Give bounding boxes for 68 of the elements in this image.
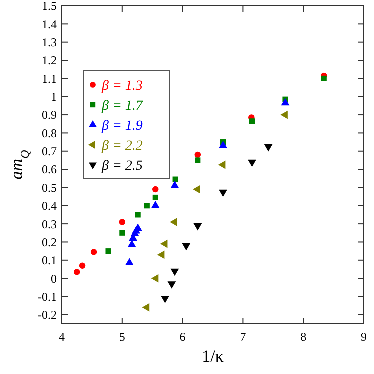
point — [219, 190, 228, 198]
x-tick-label: 5 — [119, 330, 126, 344]
point — [106, 248, 112, 254]
point — [142, 303, 150, 312]
point — [151, 201, 160, 208]
x-tick-label: 9 — [361, 330, 367, 344]
point — [170, 268, 180, 276]
point — [281, 98, 290, 106]
y-tick-label: 0.2 — [42, 235, 57, 250]
y-tick-label: 1.5 — [42, 0, 57, 14]
point — [170, 218, 178, 226]
point — [152, 194, 158, 200]
y-tick-label: 0 — [51, 272, 57, 286]
y-tick-label: 0.6 — [42, 162, 57, 177]
point — [74, 269, 80, 276]
point — [79, 262, 86, 269]
point — [248, 160, 256, 168]
x-tick-label: 7 — [240, 330, 246, 344]
x-axis-title: 1/κ — [202, 347, 224, 366]
x-tick-label: 8 — [300, 330, 307, 344]
point — [170, 181, 180, 188]
point — [134, 224, 142, 232]
y-tick-label: -0.1 — [38, 290, 57, 304]
point — [194, 223, 202, 231]
legend-label: β = 1.9 — [101, 118, 143, 134]
point — [135, 212, 141, 218]
point — [172, 176, 178, 182]
y-tick-label: 0.1 — [42, 254, 57, 268]
y-tick-label: 0.7 — [42, 144, 57, 159]
point — [193, 185, 200, 194]
point — [249, 118, 256, 124]
point — [182, 243, 191, 251]
point — [119, 219, 126, 226]
y-tick-label: 0.5 — [42, 180, 57, 195]
point — [321, 76, 327, 82]
y-tick-label: 0.8 — [42, 126, 57, 140]
point — [264, 144, 273, 152]
point — [152, 186, 159, 193]
point — [168, 282, 176, 289]
point — [160, 240, 168, 248]
legend-label: β = 1.7 — [101, 98, 144, 114]
point — [151, 274, 159, 283]
x-tick-label: 6 — [180, 330, 186, 344]
point — [120, 230, 126, 236]
point — [125, 258, 134, 266]
point — [90, 249, 98, 256]
point — [218, 160, 226, 170]
legend-label: β = 1.3 — [101, 78, 143, 94]
y-tick-label: -0.2 — [38, 308, 57, 322]
legend-label: β = 2.2 — [101, 138, 143, 154]
y-tick-label: 0.3 — [42, 217, 57, 232]
y-tick-label: 1 — [51, 90, 57, 104]
y-tick-label: 1.3 — [42, 36, 57, 50]
y-tick-label: 1.1 — [42, 72, 57, 86]
y-tick-label: 0.9 — [42, 108, 57, 122]
y-tick-label: 1.4 — [42, 17, 57, 32]
point — [219, 141, 228, 148]
point — [144, 203, 150, 209]
point — [161, 296, 170, 304]
y-tick-label: 1.2 — [42, 54, 57, 68]
legend-label: β = 2.5 — [101, 158, 143, 174]
point — [194, 152, 202, 158]
point — [195, 158, 201, 164]
point — [128, 240, 136, 248]
x-tick-label: 4 — [59, 330, 65, 344]
point — [280, 110, 288, 120]
y-tick-label: 0.4 — [42, 199, 57, 214]
point — [157, 250, 165, 260]
